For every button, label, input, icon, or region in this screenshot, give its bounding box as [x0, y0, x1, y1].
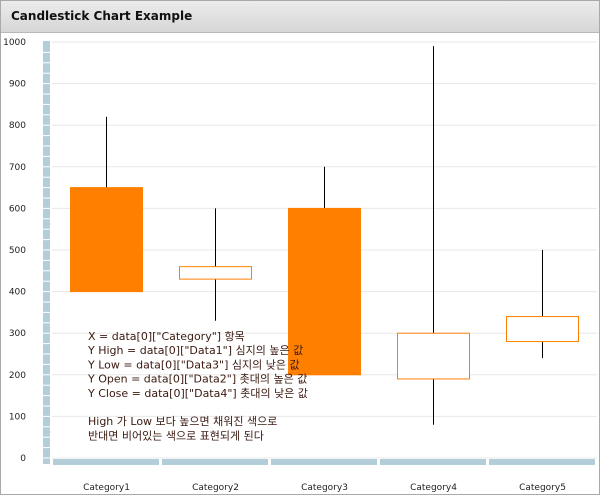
y-axis-bar — [43, 41, 50, 464]
x-category-label: Category2 — [192, 483, 239, 493]
axes — [43, 41, 595, 465]
y-tick-label: 1000 — [3, 38, 26, 48]
annotation-line: Y High = data[0]["Data1"] 심지의 높은 값 — [87, 344, 303, 357]
annotation-line: Y Open = data[0]["Data2"] 촛대의 높은 값 — [87, 373, 307, 386]
title-bar: Candlestick Chart Example — [1, 1, 599, 33]
candle-1 — [70, 116, 143, 293]
y-tick-label: 800 — [9, 121, 26, 131]
y-tick-label: 400 — [9, 288, 26, 298]
x-axis-segment — [271, 459, 377, 465]
annotation-line: 반대면 비어있는 색으로 표현되게 된다 — [88, 429, 264, 442]
y-tick-label: 600 — [9, 204, 26, 214]
candle-4 — [397, 46, 470, 425]
candle-body — [288, 207, 361, 376]
x-category-label: Category5 — [519, 483, 566, 493]
candle-3 — [288, 166, 361, 376]
annotation-line: High 가 Low 보다 높으면 채워진 색으로 — [88, 415, 277, 428]
y-tick-label: 500 — [9, 246, 26, 256]
chart-title: Candlestick Chart Example — [11, 9, 193, 23]
annotation-line: Y Low = data[0]["Data3"] 심지의 낮은 값 — [87, 358, 300, 371]
axis-labels: 0 100 200 300 400 500 600 700 800 900 1000 Category… — [3, 38, 566, 493]
candle-body — [179, 266, 252, 280]
x-axis-segment — [380, 459, 486, 465]
annotation-note: X = data[0]["Category"] 항목Y High = data[… — [87, 330, 308, 442]
x-axis-segment — [53, 459, 159, 465]
y-tick-label: 900 — [9, 80, 26, 90]
y-tick-label: 100 — [9, 412, 26, 422]
candle-5 — [506, 250, 579, 359]
x-category-label: Category1 — [83, 483, 130, 493]
y-tick-label: 0 — [20, 454, 26, 464]
candle-body — [70, 187, 143, 293]
x-axis-segment — [162, 459, 268, 465]
annotation-line: Y Close = data[0]["Data4"] 촛대의 낮은 값 — [87, 387, 308, 400]
x-category-label: Category3 — [301, 483, 348, 493]
y-tick-label: 300 — [9, 329, 26, 339]
candle-body — [397, 332, 470, 380]
y-tick-label: 700 — [9, 163, 26, 173]
x-axis-segment — [489, 459, 595, 465]
y-tick-label: 200 — [9, 371, 26, 381]
x-category-label: Category4 — [410, 483, 457, 493]
annotation-line: X = data[0]["Category"] 항목 — [88, 330, 245, 343]
candles — [70, 46, 579, 425]
candle-body — [506, 316, 579, 343]
candle-2 — [179, 208, 252, 321]
